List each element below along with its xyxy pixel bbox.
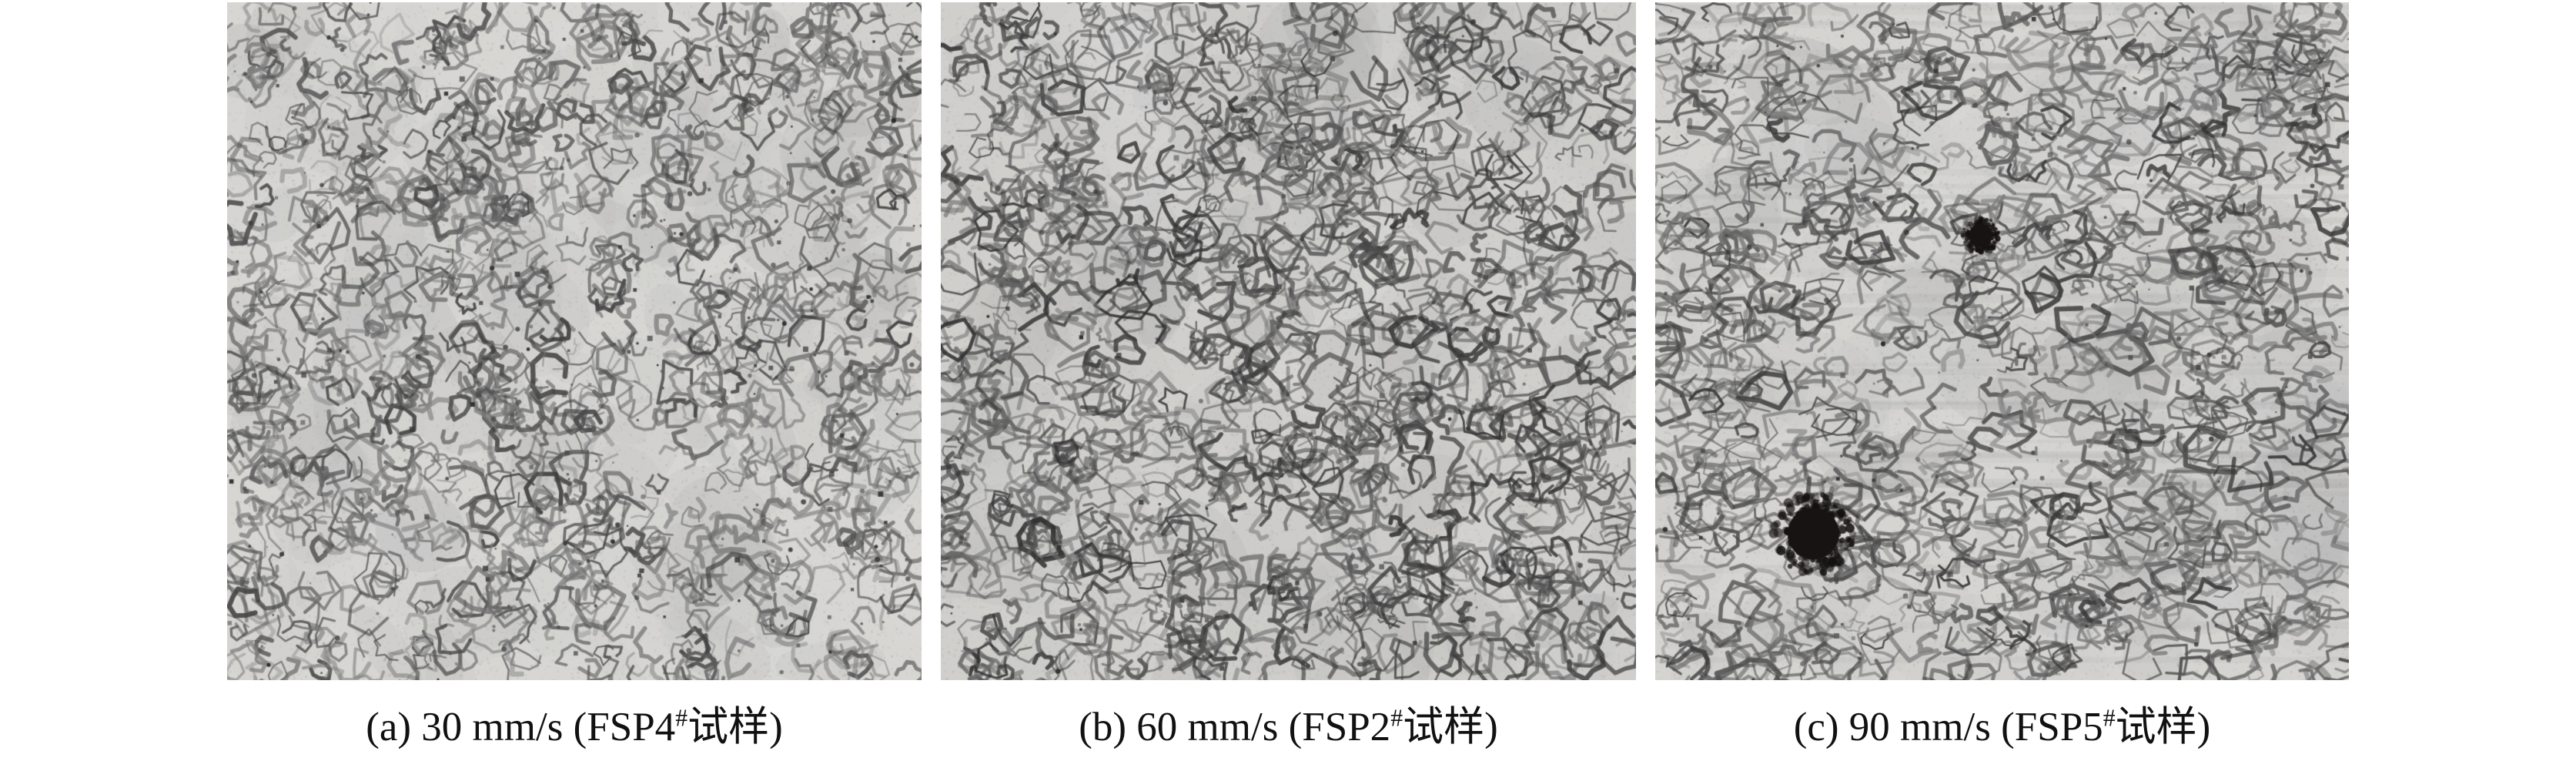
caption-c-superscript: # <box>2103 704 2116 732</box>
caption-c-text: (c) 90 mm/s (FSP5 <box>1793 705 2103 749</box>
caption-b-tail: 试样) <box>1403 705 1498 749</box>
caption-a-superscript: # <box>675 704 688 732</box>
panel-caption-b: (b) 60 mm/s (FSP2#试样) <box>941 699 1636 755</box>
caption-c-tail: 试样) <box>2115 705 2211 749</box>
caption-b-superscript: # <box>1390 704 1403 732</box>
micrograph-panel-b <box>941 2 1636 680</box>
caption-a-tail: 试样) <box>687 705 783 749</box>
micrograph-panel-a <box>227 2 922 680</box>
caption-b-text: (b) 60 mm/s (FSP2 <box>1079 705 1391 749</box>
panel-caption-c: (c) 90 mm/s (FSP5#试样) <box>1655 699 2349 755</box>
caption-a-text: (a) 30 mm/s (FSP4 <box>366 705 676 749</box>
panel-caption-a: (a) 30 mm/s (FSP4#试样) <box>227 699 922 755</box>
micrograph-panel-c <box>1655 2 2349 680</box>
